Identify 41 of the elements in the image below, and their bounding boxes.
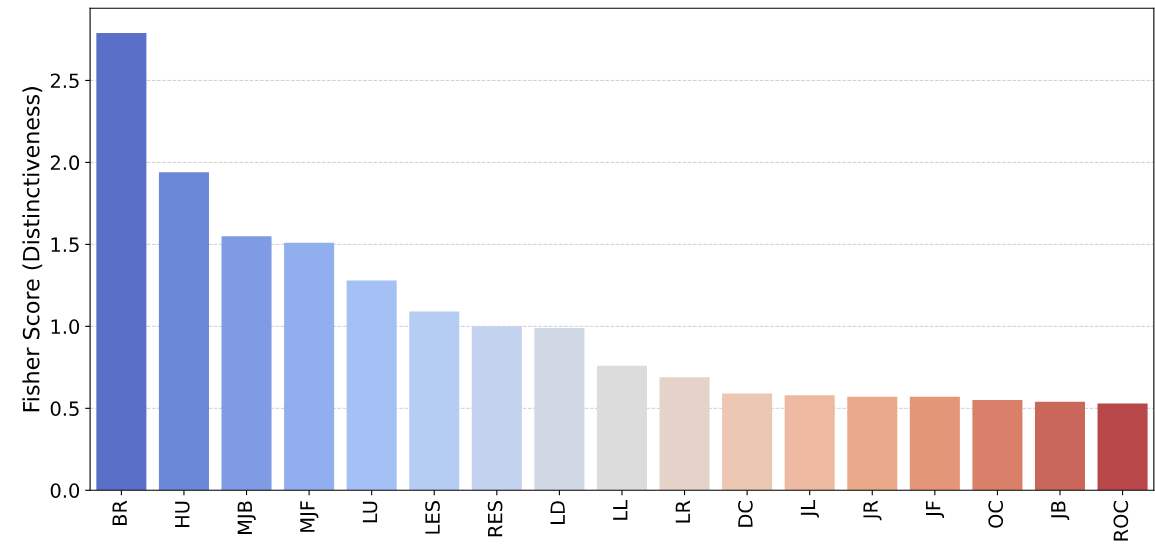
x-tick-label: LD	[550, 501, 565, 524]
x-tick-label: ROC	[1113, 501, 1129, 541]
y-tick-label: 2.0	[50, 155, 80, 171]
bar	[534, 327, 585, 491]
x-tick-label: JF	[926, 501, 945, 518]
bar	[784, 395, 835, 491]
x-tick-label: OC	[988, 501, 1004, 528]
x-tick-label: RES	[487, 501, 503, 537]
bar	[972, 400, 1023, 491]
y-tick-label: 0.5	[50, 401, 79, 416]
bar	[158, 172, 209, 491]
x-tick-label: MJB	[237, 501, 256, 534]
bar	[1034, 401, 1086, 491]
bar	[909, 396, 960, 491]
bar	[221, 236, 272, 491]
bar	[659, 377, 710, 491]
x-tick-label: JB	[1051, 501, 1070, 521]
bar	[346, 280, 397, 491]
y-tick-label: 1.5	[51, 237, 79, 253]
x-tick-label: BR	[112, 500, 127, 525]
bar	[284, 242, 335, 491]
x-tick-label: LL	[613, 500, 628, 520]
y-tick-label: 2.5	[50, 73, 79, 89]
bar	[96, 32, 147, 491]
x-tick-label: MJF	[300, 501, 319, 532]
y-axis-title: Fisher Score (Distinctiveness)	[22, 87, 43, 412]
bar	[596, 365, 647, 491]
x-tick-label: DC	[738, 501, 753, 527]
x-tick-label: JR	[863, 500, 882, 521]
y-tick-label: 0.0	[50, 483, 80, 498]
bar	[471, 326, 522, 491]
x-tick-label: LU	[362, 501, 378, 523]
x-tick-label: HU	[175, 501, 190, 527]
bar	[847, 396, 898, 491]
bar	[1097, 403, 1148, 491]
x-tick-label: LR	[675, 500, 690, 523]
x-tick-label: LES	[425, 501, 440, 534]
bar	[722, 393, 773, 491]
y-tick-label: 1.0	[51, 319, 80, 335]
bar	[409, 311, 460, 491]
x-tick-label: JL	[800, 500, 819, 518]
